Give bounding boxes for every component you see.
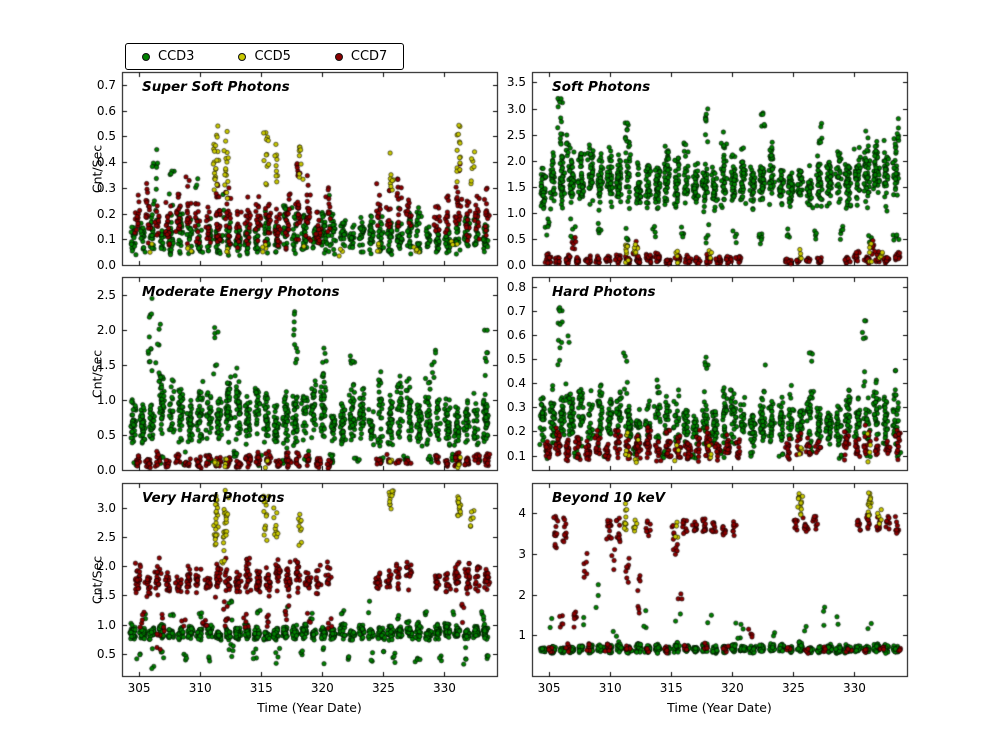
- ccd5-marker-icon: [238, 52, 247, 61]
- y-tick-label: 2.0: [96, 322, 116, 337]
- y-tick-label: 3.0: [506, 101, 526, 116]
- y-tick-label: 2.5: [96, 529, 116, 544]
- y-tick-label: 1.5: [96, 357, 116, 372]
- x-tick-label: 330: [843, 681, 866, 695]
- x-tick-label: 315: [659, 681, 683, 695]
- y-tick-label: 0.4: [506, 376, 526, 391]
- ccd3-marker-icon: [142, 52, 150, 61]
- legend-item-ccd3: CCD3: [142, 49, 194, 64]
- x-tick-label: 305: [537, 681, 561, 695]
- subplot-title-soft-photons: Soft Photons: [552, 79, 651, 95]
- y-tick-label: 0.5: [96, 427, 116, 442]
- subplot-title-very-hard-photons: Very Hard Photons: [142, 490, 285, 506]
- y-tick-label: 2: [518, 587, 526, 602]
- y-tick-label: 2.5: [506, 127, 526, 142]
- subplot-title-super-soft-photons: Super Soft Photons: [142, 79, 290, 95]
- y-tick-label: 0.1: [96, 232, 116, 247]
- y-tick-label: 0.5: [506, 231, 526, 246]
- y-tick-label: 3.5: [506, 75, 526, 90]
- x-tick-label: 320: [720, 681, 744, 695]
- y-tick-label: 0.2: [506, 424, 526, 439]
- y-tick-label: 0.3: [96, 180, 116, 195]
- y-axis-label-row2: Cnt/Sec: [89, 349, 105, 398]
- y-tick-label: 1.0: [506, 205, 526, 220]
- x-tick-label: 305: [127, 681, 151, 695]
- x-axis-label-right: Time (Year Date): [667, 700, 772, 715]
- y-tick-label: 0.5: [96, 646, 116, 661]
- y-tick-label: 0.1: [506, 448, 526, 463]
- y-tick-label: 0.0: [96, 258, 116, 272]
- y-tick-label: 2.0: [506, 153, 526, 168]
- y-tick-label: 0.7: [96, 77, 116, 92]
- legend-item-ccd5: CCD5: [238, 49, 291, 64]
- x-tick-label: 310: [598, 681, 622, 695]
- y-tick-label: 0.3: [506, 400, 526, 415]
- legend-item-ccd7: CCD7: [334, 49, 388, 64]
- y-tick-label: 0.0: [506, 258, 526, 272]
- y-tick-label: 2.5: [96, 287, 116, 302]
- subplot-title-moderate-energy-photons: Moderate Energy Photons: [142, 284, 340, 300]
- x-tick-label: 320: [310, 681, 334, 695]
- x-tick-label: 325: [371, 681, 395, 695]
- x-axis-label-left: Time (Year Date): [257, 700, 362, 715]
- legend-label-ccd5: CCD5: [254, 49, 291, 64]
- y-tick-label: 0.5: [96, 129, 116, 144]
- y-tick-label: 1.0: [96, 392, 116, 407]
- subplot-title-beyond-10-kev: Beyond 10 keV: [552, 490, 666, 506]
- y-tick-label: 4: [518, 506, 526, 521]
- y-tick-label: 0.6: [506, 327, 526, 342]
- subplot-title-hard-photons: Hard Photons: [552, 284, 656, 300]
- y-tick-label: 0.0: [96, 463, 116, 477]
- y-tick-label: 1.5: [506, 179, 526, 194]
- y-tick-label: 1: [518, 628, 526, 643]
- y-tick-label: 2.0: [96, 559, 116, 574]
- y-tick-label: 0.8: [506, 279, 526, 294]
- x-tick-label: 325: [781, 681, 805, 695]
- y-tick-label: 0.6: [96, 103, 116, 118]
- ccd7-marker-icon: [334, 52, 343, 61]
- y-tick-label: 3.0: [96, 500, 116, 515]
- legend-label-ccd7: CCD7: [350, 49, 388, 64]
- y-tick-label: 1.0: [96, 617, 116, 632]
- legend: CCD3 CCD5 CCD7: [125, 43, 405, 70]
- y-tick-label: 0.7: [506, 303, 526, 318]
- y-tick-label: 0.2: [96, 206, 116, 221]
- x-tick-label: 315: [249, 681, 273, 695]
- x-tick-label: 330: [433, 681, 456, 695]
- y-tick-label: 3: [518, 547, 526, 562]
- y-tick-label: 1.5: [96, 588, 116, 603]
- y-tick-label: 0.5: [506, 352, 526, 367]
- legend-label-ccd3: CCD3: [158, 49, 195, 64]
- y-tick-label: 0.4: [96, 155, 116, 170]
- x-tick-label: 310: [188, 681, 212, 695]
